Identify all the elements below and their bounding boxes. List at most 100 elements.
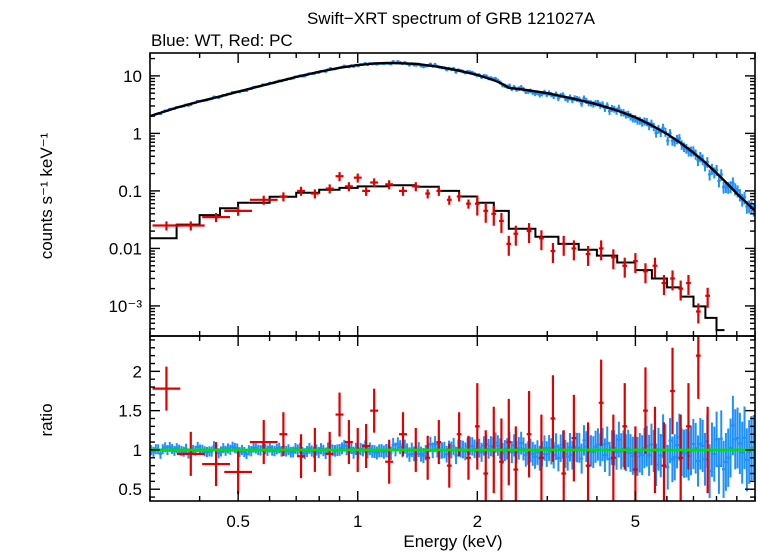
pc-data-point bbox=[705, 287, 711, 308]
pc-ratio-point bbox=[499, 418, 504, 501]
pc-ratio-point bbox=[436, 420, 442, 465]
pc-ratio-point bbox=[385, 439, 394, 484]
pc-data-point bbox=[436, 186, 442, 196]
pc-ratio-point bbox=[670, 347, 675, 435]
top-y-tick-label: 10 bbox=[123, 67, 142, 86]
x-tick-label: 0.5 bbox=[226, 512, 250, 531]
pc-ratio-point bbox=[622, 383, 628, 470]
top-y-axis: 10 1 0.1 0.01 10⁻³ bbox=[108, 57, 755, 337]
wt-model-line bbox=[150, 61, 755, 212]
pc-ratio-point bbox=[513, 426, 519, 501]
pc-data-point bbox=[344, 182, 353, 192]
pc-data-point bbox=[335, 172, 344, 182]
pc-data-point bbox=[695, 303, 701, 324]
pc-data-point bbox=[643, 263, 648, 284]
pc-data-point bbox=[310, 189, 319, 199]
pc-data-point bbox=[411, 182, 420, 192]
pc-ratio-point bbox=[585, 422, 591, 501]
pc-ratio-point bbox=[176, 431, 205, 476]
bottom-y-tick-label: 1 bbox=[133, 441, 142, 460]
pc-ratio-point bbox=[561, 430, 567, 501]
pc-data-point bbox=[550, 243, 556, 263]
pc-data-point bbox=[622, 257, 628, 278]
pc-data-point bbox=[661, 274, 667, 295]
pc-data-point bbox=[362, 186, 371, 196]
chart-title: Swift−XRT spectrum of GRB 121027A bbox=[307, 9, 596, 28]
pc-ratio-point bbox=[466, 435, 471, 480]
bottom-y-tick-label: 2 bbox=[133, 362, 142, 381]
pc-ratio-point bbox=[362, 424, 371, 468]
pc-ratio-point bbox=[152, 366, 181, 411]
pc-data-point bbox=[152, 221, 181, 231]
pc-data-point bbox=[176, 221, 205, 231]
pc-ratio-point bbox=[598, 359, 604, 446]
pc-ratio-point bbox=[661, 422, 667, 501]
pc-data-point bbox=[678, 280, 684, 301]
pc-data-point bbox=[425, 189, 431, 199]
pc-data-point bbox=[670, 270, 675, 291]
top-y-tick-label: 10⁻³ bbox=[108, 297, 142, 316]
pc-ratio-point bbox=[550, 375, 556, 462]
pc-ratio-point bbox=[571, 394, 577, 482]
pc-ratio-point bbox=[483, 430, 489, 501]
pc-ratio-point bbox=[335, 392, 344, 437]
x-tick-label: 2 bbox=[473, 512, 482, 531]
top-y-axis-label: counts s⁻¹ keV⁻¹ bbox=[37, 132, 56, 259]
x-tick-label: 5 bbox=[631, 512, 640, 531]
pc-data-point bbox=[491, 205, 497, 226]
bottom-y-axis-label: ratio bbox=[37, 403, 56, 436]
pc-data-point bbox=[297, 186, 306, 196]
pc-data-point bbox=[686, 274, 691, 295]
pc-model-step-line bbox=[150, 184, 725, 332]
pc-data-point bbox=[526, 223, 532, 244]
x-axis: 0.5 1 2 5 bbox=[149, 53, 756, 531]
pc-data-point bbox=[202, 212, 230, 223]
bottom-y-tick-label: 0.5 bbox=[118, 480, 142, 499]
pc-data-point bbox=[466, 199, 471, 209]
pc-ratio-point bbox=[526, 391, 532, 478]
pc-data-point bbox=[249, 195, 278, 205]
pc-ratio-point bbox=[678, 414, 684, 501]
chart-subtitle: Blue: WT, Red: PC bbox=[151, 31, 293, 50]
pc-ratio-point bbox=[325, 431, 334, 476]
pc-data-point bbox=[370, 178, 379, 188]
pc-data-series bbox=[152, 172, 711, 324]
pc-ratio-point bbox=[643, 367, 648, 454]
pc-data-point bbox=[353, 173, 362, 183]
pc-ratio-series bbox=[152, 336, 711, 501]
pc-data-point bbox=[446, 195, 452, 205]
pc-ratio-point bbox=[224, 449, 253, 494]
top-y-tick-label: 0.01 bbox=[109, 239, 142, 258]
pc-ratio-point bbox=[695, 336, 701, 399]
pc-data-point bbox=[513, 225, 519, 246]
pc-data-point bbox=[483, 202, 489, 223]
pc-data-point bbox=[499, 212, 504, 233]
pc-data-point bbox=[633, 253, 638, 274]
pc-ratio-point bbox=[506, 398, 512, 486]
pc-data-point bbox=[399, 186, 407, 196]
x-axis-label: Energy (keV) bbox=[403, 532, 502, 551]
pc-data-point bbox=[385, 180, 394, 190]
pc-ratio-point bbox=[610, 414, 616, 501]
pc-data-point bbox=[539, 230, 544, 251]
pc-data-point bbox=[279, 192, 288, 202]
pc-data-point bbox=[224, 206, 253, 216]
pc-data-point bbox=[561, 235, 567, 256]
pc-ratio-point bbox=[370, 388, 379, 433]
pc-ratio-point bbox=[297, 434, 306, 479]
x-tick-label: 1 bbox=[353, 512, 362, 531]
pc-data-point bbox=[585, 245, 591, 266]
pc-ratio-point bbox=[344, 420, 353, 465]
pc-data-point bbox=[456, 192, 462, 202]
pc-data-point bbox=[325, 184, 334, 194]
pc-data-point bbox=[610, 249, 616, 270]
pc-data-point bbox=[571, 240, 577, 261]
top-y-tick-label: 1 bbox=[133, 124, 142, 143]
bottom-y-axis: 0.5 1 1.5 2 bbox=[118, 339, 755, 499]
pc-ratio-point bbox=[539, 414, 544, 501]
pc-data-point bbox=[506, 235, 512, 256]
top-y-tick-label: 0.1 bbox=[118, 182, 142, 201]
pc-data-point bbox=[598, 240, 604, 261]
bottom-y-tick-label: 1.5 bbox=[118, 402, 142, 421]
